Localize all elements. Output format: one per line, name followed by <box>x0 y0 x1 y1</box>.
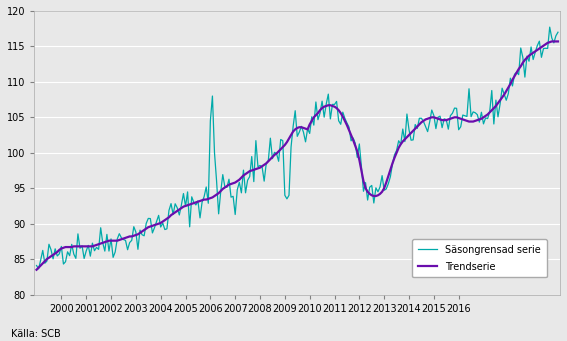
Trendserie <box>112 239 119 243</box>
Legend: Säsongrensad serie, Trendserie: Säsongrensad serie, Trendserie <box>412 239 547 278</box>
Trendserie <box>493 104 500 108</box>
Trendserie <box>251 168 257 172</box>
Säsongrensad serie <box>114 237 121 241</box>
Säsongrensad serie <box>494 115 501 119</box>
Line: Trendserie: Trendserie <box>36 42 558 270</box>
Säsongrensad serie <box>319 99 325 103</box>
Trendserie <box>316 108 323 112</box>
Säsongrensad serie <box>238 191 245 195</box>
Trendserie <box>33 268 40 272</box>
Säsongrensad serie <box>555 30 561 34</box>
Säsongrensad serie <box>35 267 42 271</box>
Säsongrensad serie <box>33 264 40 268</box>
Trendserie <box>236 178 243 182</box>
Trendserie <box>319 106 325 110</box>
Säsongrensad serie <box>252 138 259 143</box>
Säsongrensad serie <box>321 115 328 119</box>
Line: Säsongrensad serie: Säsongrensad serie <box>36 27 558 269</box>
Trendserie <box>555 40 561 44</box>
Trendserie <box>548 40 555 44</box>
Text: Källa: SCB: Källa: SCB <box>11 329 61 339</box>
Säsongrensad serie <box>547 25 553 29</box>
